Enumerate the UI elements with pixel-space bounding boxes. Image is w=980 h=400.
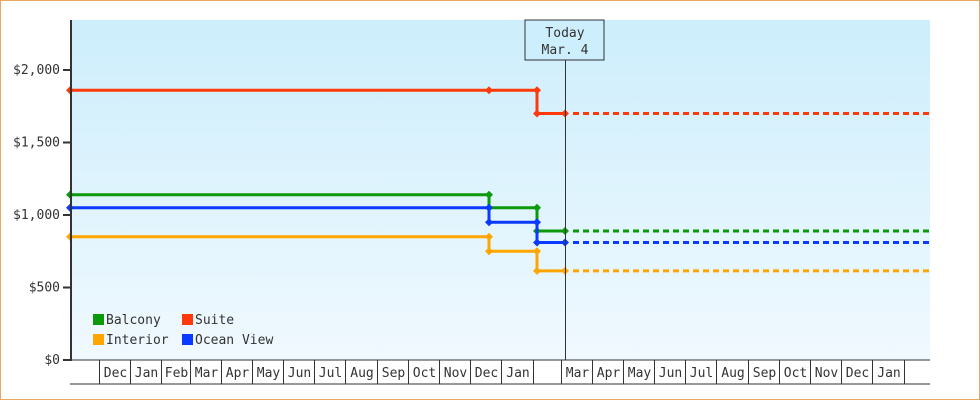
x-month-label: Apr: [226, 366, 250, 381]
y-tick-label: $500: [29, 281, 60, 296]
data-point: [533, 218, 541, 227]
x-month-label: Jul: [690, 366, 713, 381]
x-month-label: Jun: [288, 366, 311, 381]
legend-item-ocean-view: Ocean View: [182, 333, 273, 348]
today-date: Mar. 4: [542, 43, 589, 58]
today-label: Today: [545, 26, 584, 41]
legend-swatch: [182, 314, 193, 325]
data-point: [485, 247, 493, 256]
legend-label: Ocean View: [195, 333, 273, 348]
x-month-label: May: [628, 366, 652, 381]
y-tick-label: $2,000: [13, 63, 60, 78]
legend-label: Balcony: [106, 313, 161, 328]
x-month-label: Mar: [195, 366, 219, 381]
y-tick-label: $1,500: [13, 136, 60, 151]
x-month-label: Aug: [350, 366, 373, 381]
x-month-label: Jun: [659, 366, 682, 381]
legend-swatch: [93, 334, 104, 345]
x-month-label: Jan: [877, 366, 900, 381]
data-point: [533, 86, 541, 95]
x-axis-months: Dec Jan Feb Mar Apr May Jun Jul Aug Sep Oct Nov Dec J…: [70, 359, 930, 385]
x-month-label: Sep: [382, 366, 406, 381]
y-axis-ticks: $0 $500 $1,000 $1,500 $2,000: [13, 63, 70, 368]
data-point: [533, 109, 541, 118]
data-point: [533, 238, 541, 247]
legend-swatch: [182, 334, 193, 345]
x-month-label: Nov: [444, 366, 468, 381]
x-month-label: Dec: [475, 366, 498, 381]
legend-item-balcony: Balcony: [93, 313, 161, 328]
x-month-label: Oct: [413, 366, 436, 381]
x-month-label: Jan: [135, 366, 158, 381]
x-month-label: May: [257, 366, 281, 381]
data-point: [533, 266, 541, 275]
plot-area: [71, 20, 930, 360]
x-month-label: Mar: [566, 366, 590, 381]
x-month-label: Feb: [165, 366, 189, 381]
x-month-label: Dec: [846, 366, 869, 381]
data-point: [485, 86, 493, 95]
x-month-label: Jul: [319, 366, 342, 381]
x-month-label: Apr: [597, 366, 621, 381]
data-point: [485, 218, 493, 227]
legend-swatch: [93, 314, 104, 325]
legend-label: Suite: [195, 313, 234, 328]
x-month-label: Aug: [721, 366, 744, 381]
y-tick-label: $1,000: [13, 208, 60, 223]
data-point: [485, 232, 493, 241]
x-month-label: Dec: [104, 366, 127, 381]
y-tick-label: $0: [44, 353, 60, 368]
legend-item-interior: Interior: [93, 333, 169, 348]
legend-label: Interior: [106, 333, 169, 348]
data-point: [485, 203, 493, 212]
data-point: [533, 247, 541, 256]
x-month-label: Oct: [784, 366, 807, 381]
legend-item-suite: Suite: [182, 313, 234, 328]
data-point: [533, 203, 541, 212]
legend: Balcony Suite Interior Ocean View: [93, 313, 273, 348]
x-month-label: Sep: [753, 366, 777, 381]
today-label-box: [524, 19, 605, 61]
data-point: [485, 190, 493, 199]
today-marker: Today Mar. 4: [524, 19, 605, 360]
x-month-label: Nov: [815, 366, 839, 381]
x-month-label: Jan: [506, 366, 529, 381]
